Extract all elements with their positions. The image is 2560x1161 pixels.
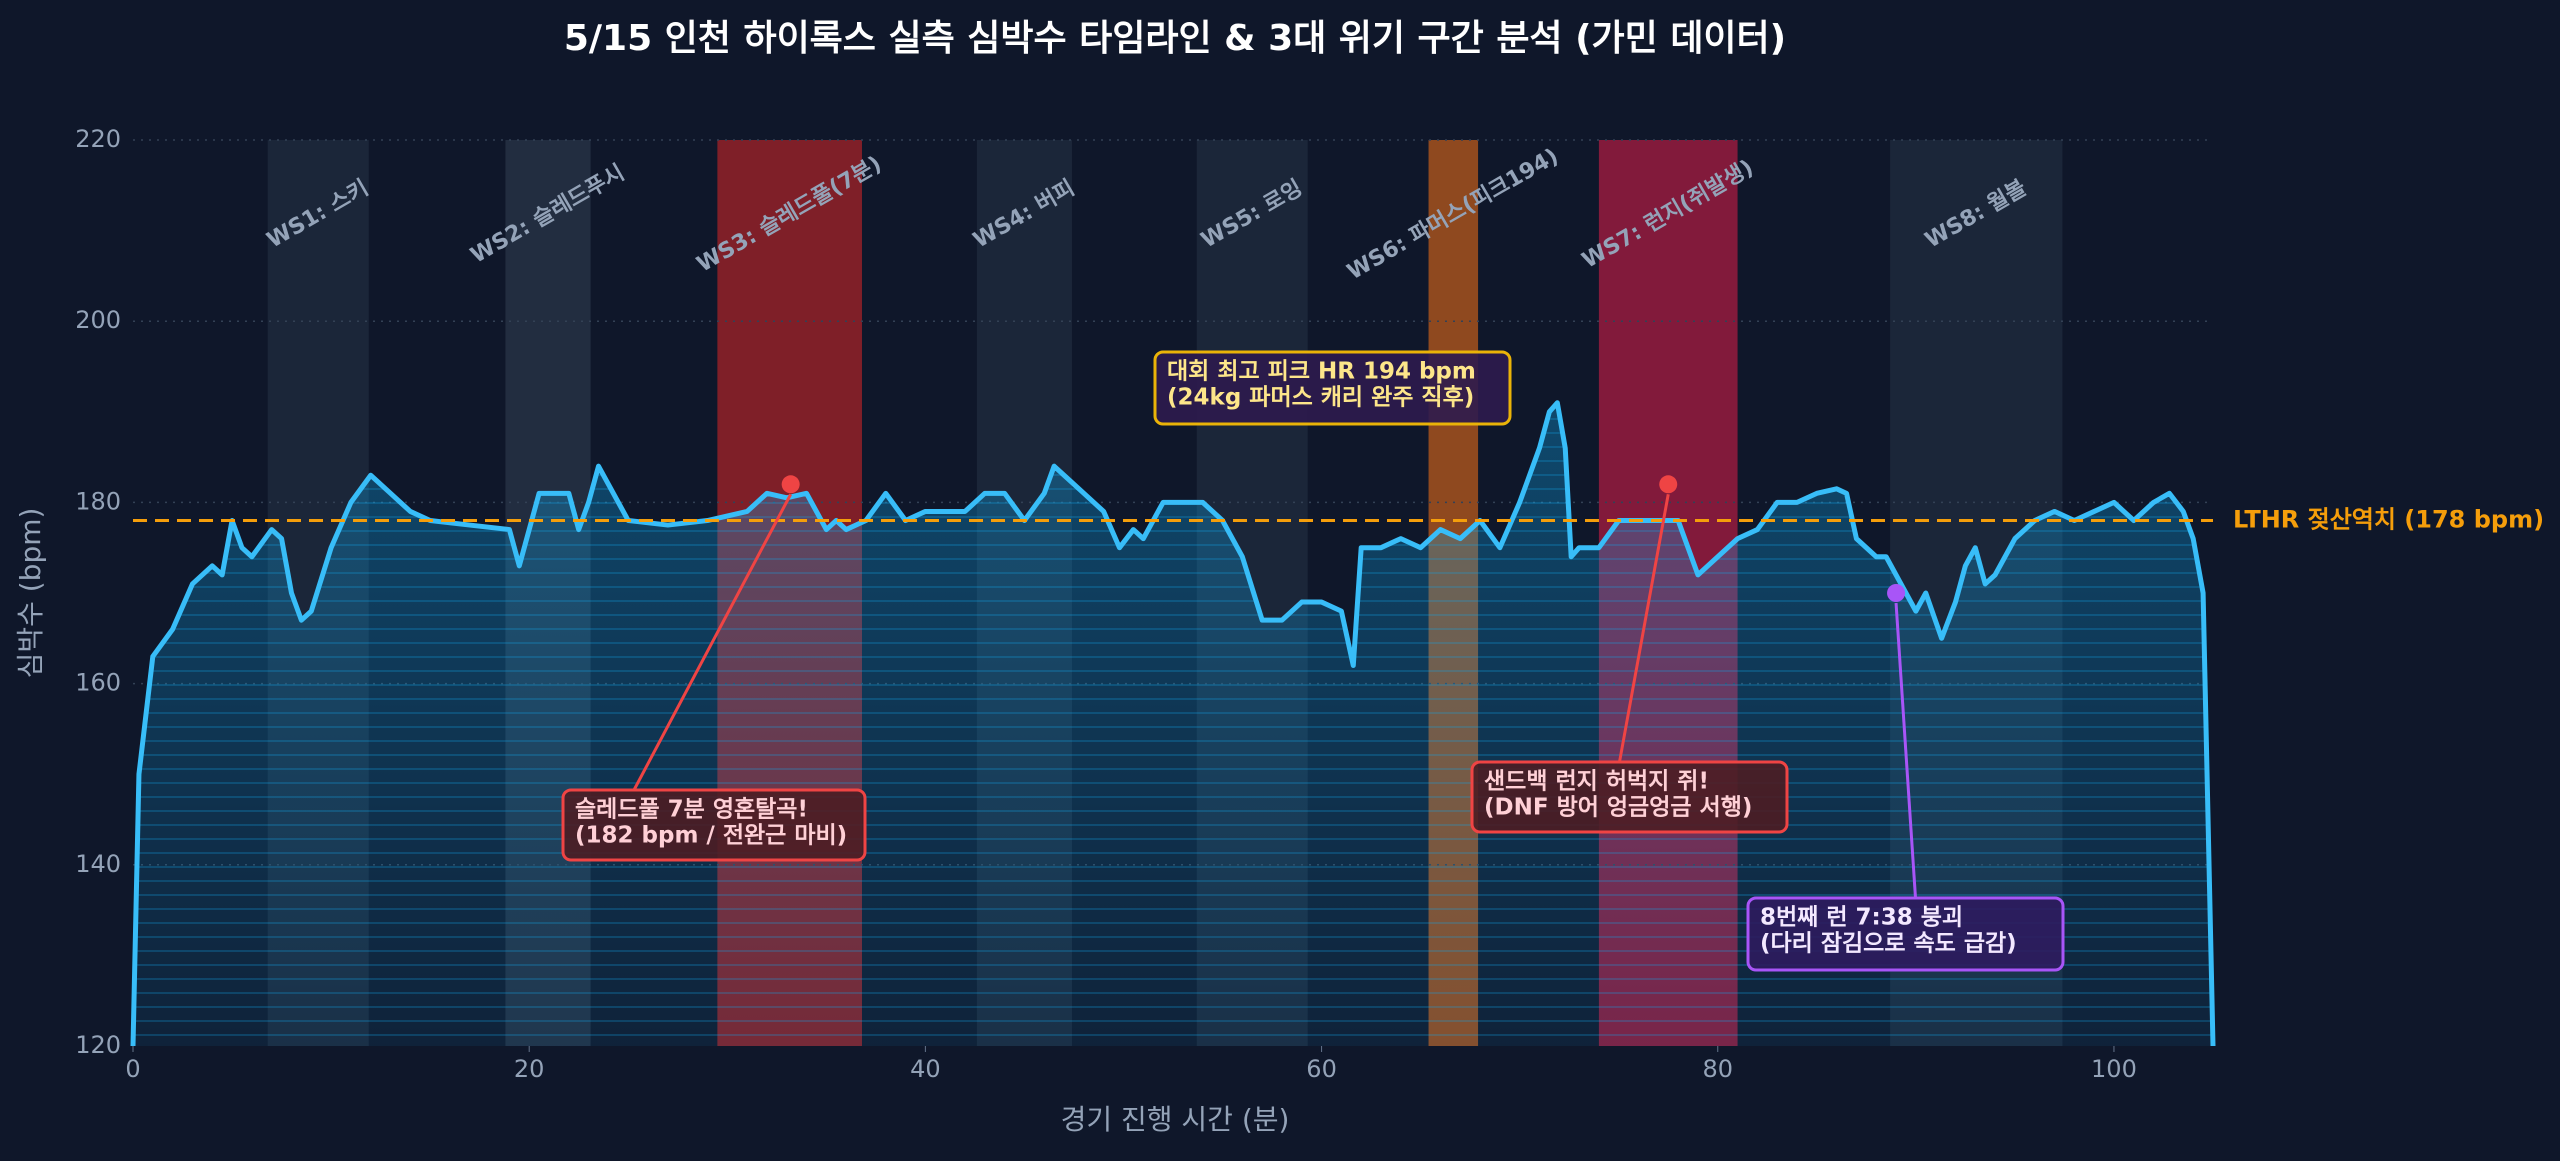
annotation-text: 샌드백 런지 허벅지 쥐! bbox=[1484, 769, 1709, 795]
annotation-text: (DNF 방어 엉금엉금 서행) bbox=[1484, 795, 1752, 821]
y-tick-label: 140 bbox=[75, 850, 121, 878]
annotation-point bbox=[781, 475, 800, 494]
annotation-text: (182 bpm / 전완근 마비) bbox=[575, 823, 847, 849]
x-axis-label: 경기 진행 시간 (분) bbox=[1061, 1103, 1290, 1136]
chart-title: 5/15 인천 하이록스 실측 심박수 타임라인 & 3대 위기 구간 분석 (… bbox=[564, 18, 1786, 59]
annotation-box bbox=[1470, 760, 1789, 834]
annotation-point bbox=[1887, 584, 1906, 602]
annotation-text: (다리 잠김으로 속도 급감) bbox=[1760, 931, 2017, 957]
y-tick-label: 200 bbox=[75, 306, 121, 334]
annotation-box bbox=[561, 788, 867, 862]
annotation-text: 슬레드풀 7분 영혼탈곡! bbox=[575, 797, 808, 823]
annotation-arrow bbox=[1894, 602, 1917, 899]
annotation-box bbox=[1153, 350, 1512, 426]
x-tick-label: 20 bbox=[514, 1055, 545, 1083]
y-axis-label: 심박수 (bpm) bbox=[14, 508, 47, 679]
x-tick-label: 80 bbox=[1702, 1055, 1733, 1083]
annotation-box bbox=[1746, 896, 2065, 972]
x-tick-label: 0 bbox=[125, 1055, 140, 1083]
y-tick-label: 120 bbox=[75, 1031, 121, 1059]
y-tick-label: 160 bbox=[75, 669, 121, 697]
threshold-label: LTHR 젖산역치 (178 bpm) bbox=[2233, 506, 2544, 534]
x-tick-label: 60 bbox=[1306, 1055, 1337, 1083]
annotation-arrow bbox=[632, 493, 793, 791]
annotation-text: 8번째 런 7:38 붕괴 bbox=[1760, 905, 1963, 931]
x-tick-label: 100 bbox=[2091, 1055, 2137, 1083]
y-tick-label: 180 bbox=[75, 487, 121, 515]
y-tick-label: 220 bbox=[75, 125, 121, 153]
annotation-text: 대회 최고 피크 HR 194 bpm bbox=[1167, 359, 1476, 385]
x-tick-label: 40 bbox=[910, 1055, 941, 1083]
annotation-point bbox=[1659, 475, 1678, 494]
annotation-text: (24kg 파머스 캐리 완주 직후) bbox=[1167, 385, 1474, 411]
annotation-arrow bbox=[1618, 494, 1670, 763]
